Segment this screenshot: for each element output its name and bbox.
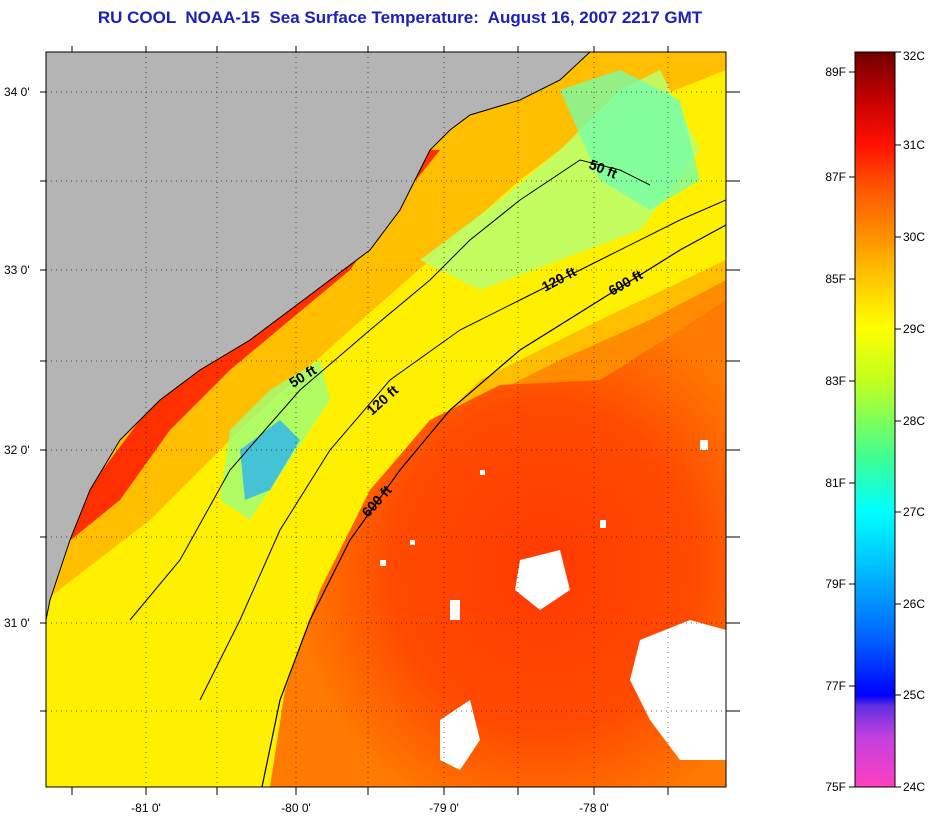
cbar-f-89: 89F [825, 65, 846, 79]
lat-label-31: 31 0' [4, 616, 30, 630]
cbar-f-83: 83F [825, 374, 846, 388]
warm-coastal-strip [46, 150, 440, 787]
cbar-c-29: 29C [903, 322, 925, 336]
colorbar: 89F 87F 85F 83F 81F 79F 77F 75F 32C 31C … [825, 49, 925, 794]
land-mass [46, 52, 591, 621]
axis-ticks [40, 46, 740, 795]
cloud-mask [380, 440, 726, 770]
map-frame [45, 51, 727, 788]
cbar-f-81: 81F [825, 476, 846, 490]
lat-label-34: 34 0' [4, 85, 30, 99]
lat-label-33: 33 0' [4, 263, 30, 277]
cbar-c-25: 25C [903, 688, 925, 702]
contour-50ft [129, 159, 651, 621]
cold-upwelling-patch [240, 420, 300, 500]
colorbar-gradient [854, 51, 896, 788]
cbar-c-28: 28C [903, 414, 925, 428]
cbar-c-24: 24C [903, 780, 925, 794]
cbar-c-31: 31C [903, 138, 925, 152]
cbar-c-26: 26C [903, 597, 925, 611]
cbar-f-75: 75F [825, 780, 846, 794]
cbar-f-85: 85F [825, 272, 846, 286]
colorbar-ticks [849, 51, 901, 788]
cbar-c-32: 32C [903, 49, 925, 63]
cbar-c-30: 30C [903, 230, 925, 244]
map-area [46, 52, 726, 787]
lon-label-81: -81 0' [131, 801, 161, 815]
cbar-f-87: 87F [825, 170, 846, 184]
lon-label-79: -79 0' [429, 801, 459, 815]
cool-shelf-patch-2 [560, 70, 700, 210]
lon-label-78: -78 0' [579, 801, 609, 815]
cbar-c-27: 27C [903, 505, 925, 519]
lon-label-80: -80 0' [281, 801, 311, 815]
contour-120ft [199, 199, 726, 701]
gulf-stream-warm-core [270, 300, 726, 787]
cbar-f-77: 77F [825, 679, 846, 693]
lat-label-32: 32 0' [4, 443, 30, 457]
graticule [46, 52, 726, 787]
figure-title: RU COOL NOAA-15 Sea Surface Temperature:… [97, 8, 703, 27]
contour-600ft [261, 224, 726, 787]
cbar-f-79: 79F [825, 577, 846, 591]
